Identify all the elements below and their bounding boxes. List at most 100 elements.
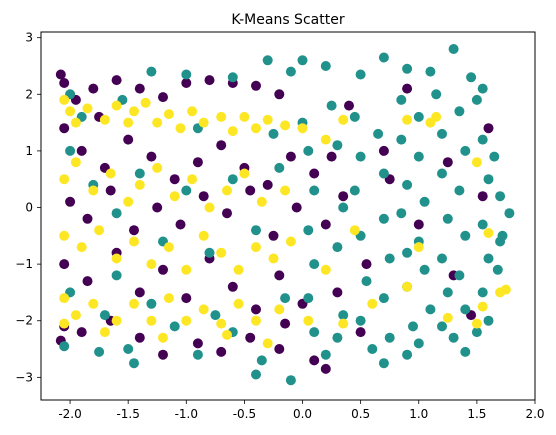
scatter-point [227, 174, 238, 185]
scatter-point [227, 126, 238, 137]
scatter-point [402, 83, 413, 94]
scatter-point [59, 293, 70, 304]
scatter-point [378, 52, 389, 63]
scatter-point [274, 89, 285, 100]
scatter-point [192, 157, 203, 168]
scatter-point [442, 213, 453, 224]
scatter-point [134, 83, 145, 94]
y-tick-label: 3 [25, 31, 33, 45]
scatter-point [320, 264, 331, 275]
scatter-point [175, 123, 186, 134]
scatter-point [297, 123, 308, 134]
scatter-point [338, 202, 349, 213]
scatter-point [233, 298, 244, 309]
scatter-point [460, 230, 471, 241]
scatter-point [477, 219, 488, 230]
scatter-point [181, 69, 192, 80]
scatter-point [483, 123, 494, 134]
scatter-point [233, 264, 244, 275]
scatter-point [425, 304, 436, 315]
scatter-point [158, 332, 168, 343]
scatter-point [129, 236, 139, 247]
scatter-point [384, 253, 395, 264]
scatter-point [268, 253, 279, 264]
scatter-point [123, 196, 134, 207]
scatter-point [396, 94, 407, 105]
scatter-point [504, 208, 515, 219]
scatter-point [262, 338, 273, 349]
scatter-point [222, 208, 232, 219]
scatter-point [251, 80, 261, 91]
scatter-point [88, 185, 99, 196]
scatter-point [59, 174, 70, 185]
scatter-point [332, 287, 343, 298]
scatter-point [355, 327, 366, 338]
scatter-point [251, 242, 261, 253]
x-tick-label: -1.5 [116, 407, 139, 421]
x-tick-label: 0.5 [351, 407, 370, 421]
scatter-point [367, 344, 378, 354]
scatter-point [111, 75, 122, 86]
scatter-point [146, 315, 157, 326]
scatter-point [285, 151, 296, 162]
scatter-point [239, 168, 250, 179]
scatter-point [492, 264, 503, 275]
scatter-point [309, 355, 320, 366]
scatter-point [239, 111, 250, 122]
scatter-point [344, 100, 354, 111]
scatter-point [163, 109, 174, 120]
scatter-point [280, 293, 291, 304]
scatter-point [274, 304, 285, 315]
scatter-point [454, 185, 465, 196]
scatter-point [111, 253, 122, 264]
x-tick-label: -1.0 [175, 407, 198, 421]
scatter-point [477, 134, 488, 145]
scatter-point [413, 151, 424, 162]
scatter-point [454, 270, 465, 281]
scatter-point [94, 346, 105, 357]
scatter-point [338, 191, 349, 202]
scatter-point [251, 304, 261, 315]
scatter-point [285, 236, 296, 247]
x-tick-label: 1.0 [409, 407, 428, 421]
scatter-point [495, 191, 506, 202]
scatter-point [152, 117, 163, 128]
scatter-point [111, 270, 122, 281]
scatter-point [59, 318, 70, 329]
scatter-point [466, 72, 477, 83]
scatter-point [361, 276, 372, 287]
scatter-point [419, 196, 430, 207]
scatter-point [402, 114, 413, 125]
scatter-point [123, 117, 134, 128]
scatter-point [402, 247, 413, 258]
y-tick-label: −2 [15, 314, 33, 328]
scatter-point [309, 327, 320, 338]
scatter-point [99, 310, 110, 321]
scatter-point [169, 321, 180, 332]
scatter-point [442, 157, 453, 168]
scatter-point [198, 304, 209, 315]
scatter-point [59, 341, 70, 352]
scatter-point [204, 247, 215, 258]
scatter-point [251, 225, 261, 236]
scatter-point [204, 202, 215, 213]
scatter-point [222, 185, 232, 196]
scatter-point [187, 174, 198, 185]
scatter-point [303, 293, 314, 304]
scatter-point [460, 346, 471, 357]
scatter-point [437, 321, 447, 332]
scatter-point [76, 327, 87, 338]
scatter-point [210, 310, 221, 321]
scatter-point [158, 349, 168, 360]
y-tick-label: 1 [25, 144, 33, 158]
scatter-point [448, 332, 459, 343]
scatter-point [55, 69, 66, 80]
scatter-point [378, 168, 389, 179]
scatter-point [384, 332, 395, 343]
scatter-point [216, 247, 227, 258]
scatter-point [483, 228, 494, 238]
y-tick-label: −3 [15, 370, 33, 384]
scatter-point [251, 369, 261, 380]
scatter-point [88, 83, 99, 94]
